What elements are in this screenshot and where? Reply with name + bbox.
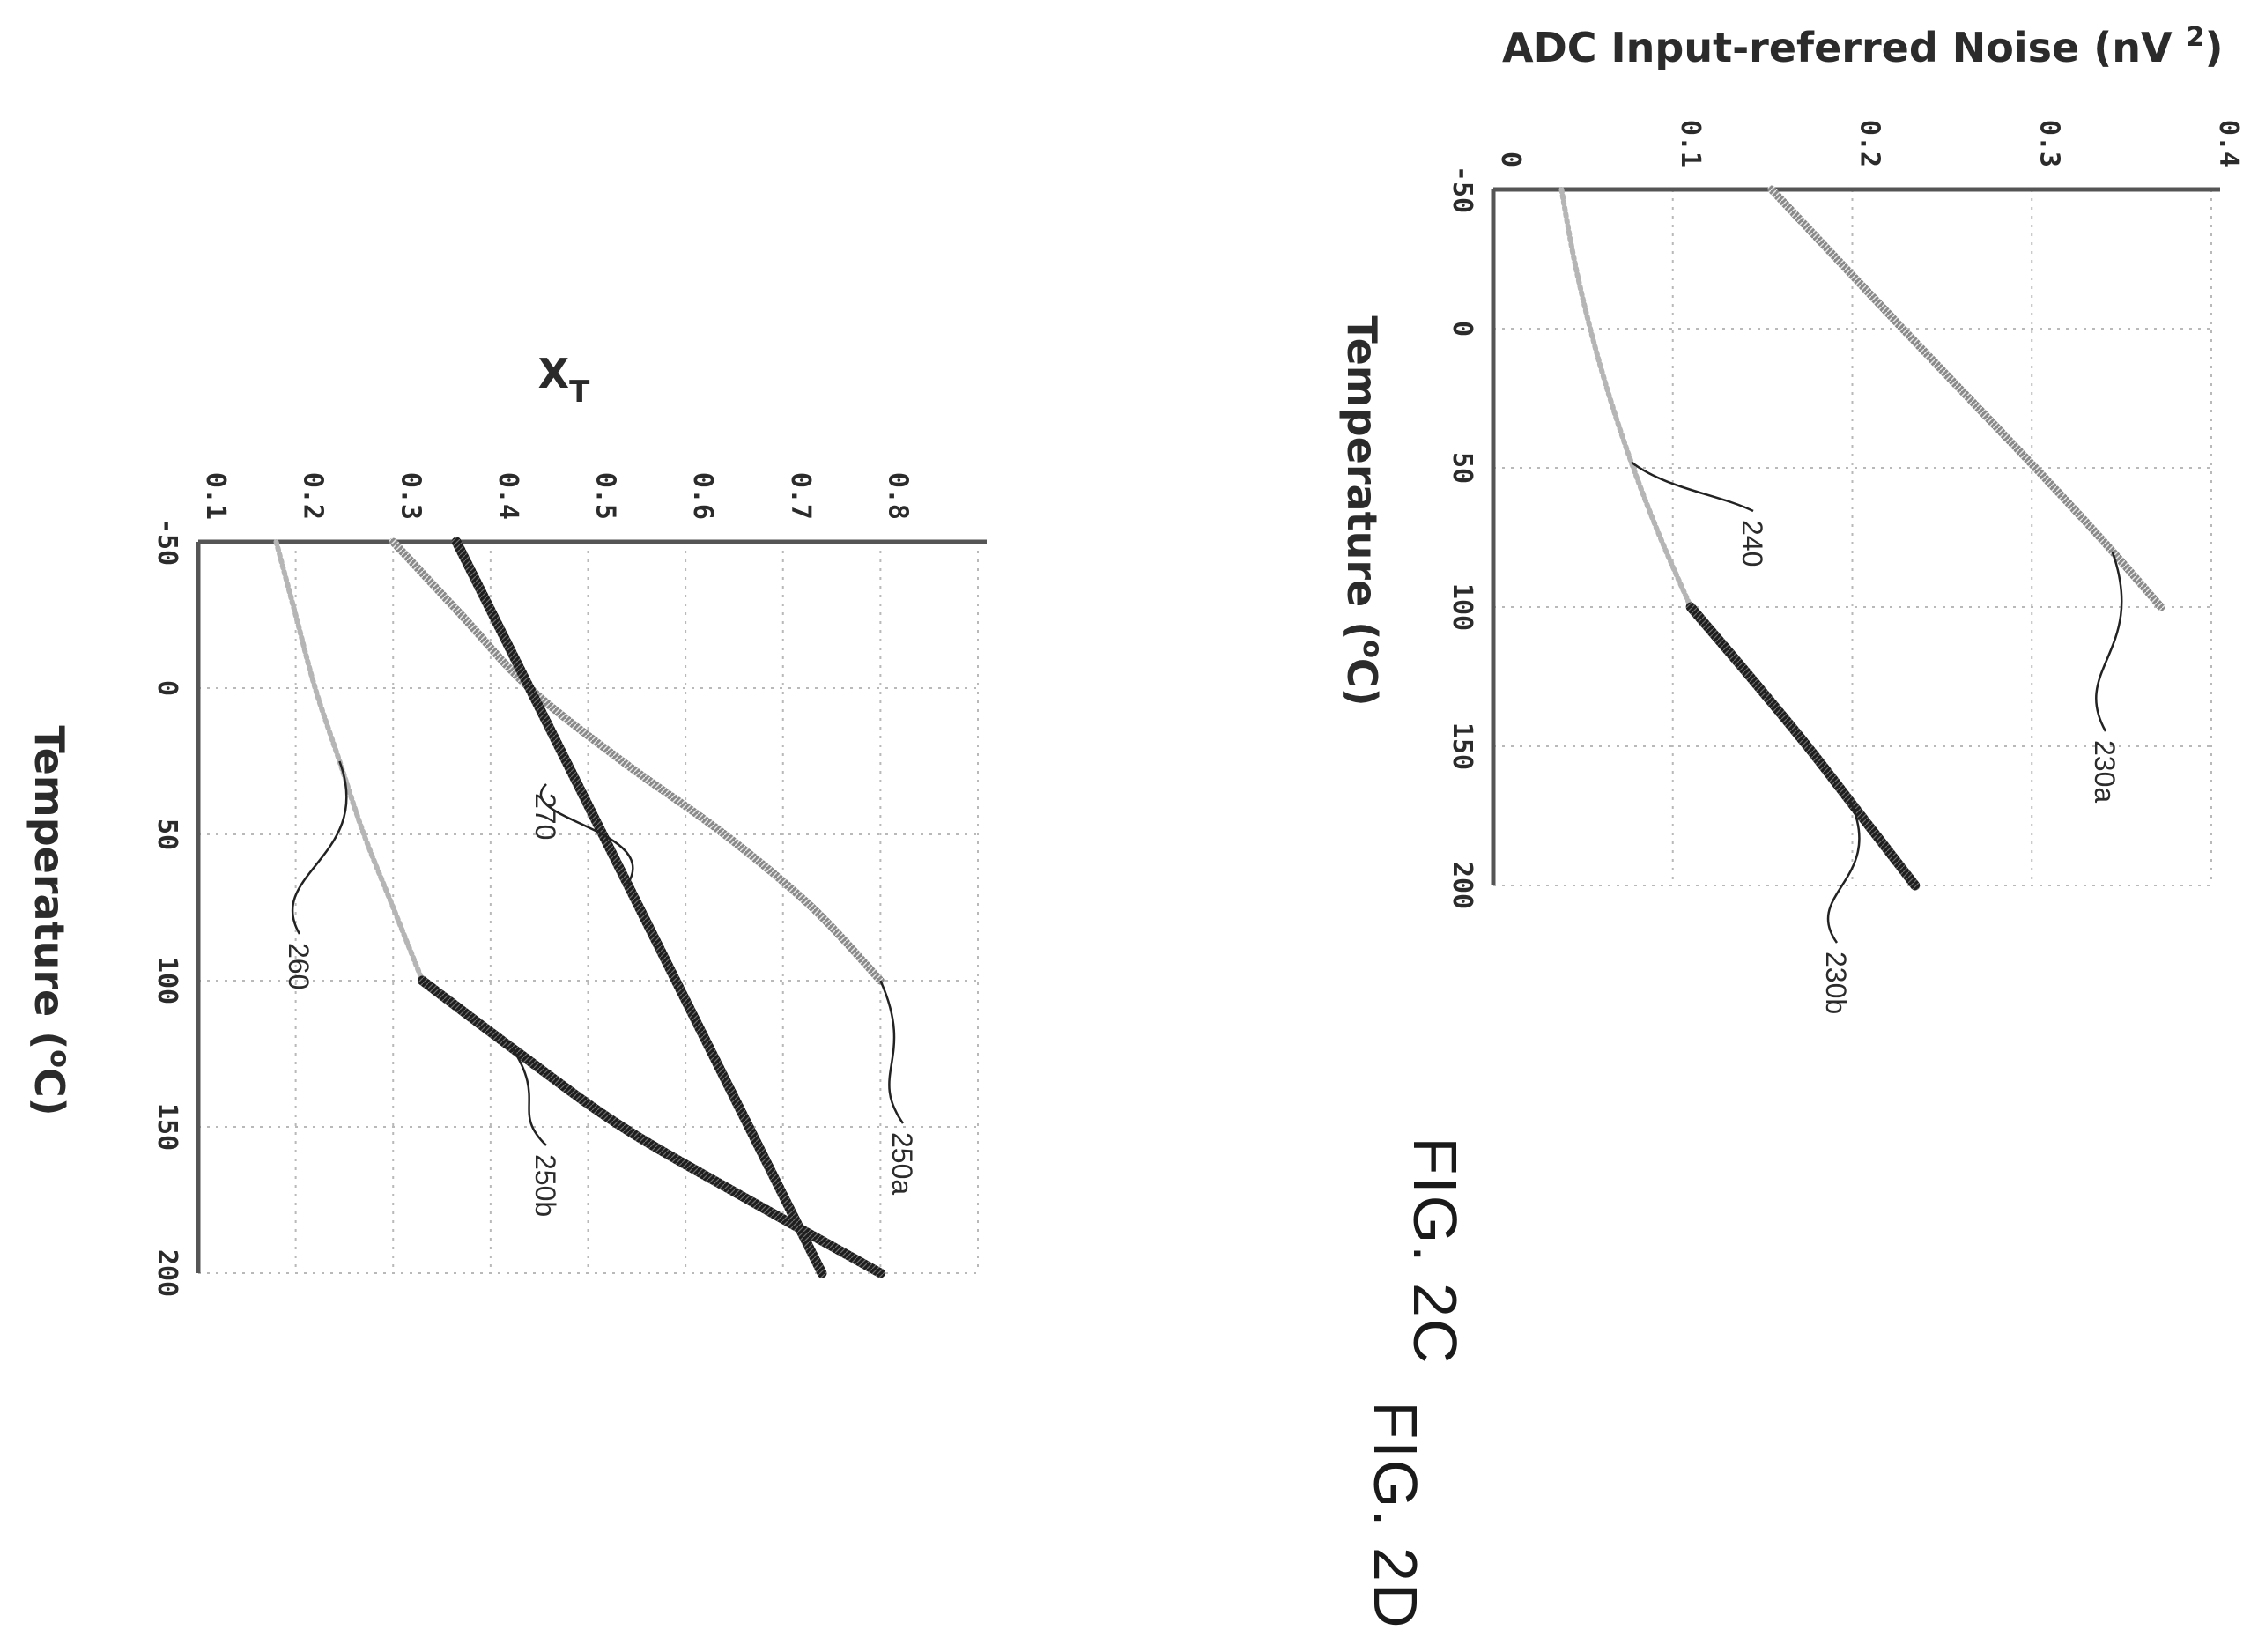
series-line-230a [1767,185,2165,611]
x-tick-label: 100 [152,957,182,1004]
fig-2d-y-axis-title: XT [538,350,590,410]
fig-2c-y-tick-labels: 0 0.1 0.2 0.3 0.4 [1495,120,2244,167]
leader-line-270 [539,783,634,885]
leader-line-230a [2095,551,2123,732]
fig-2c-reference-labels: 230a 240 230b [1736,520,2121,1014]
fig-2d-chart: -50 0 50 100 150 200 0.1 0.2 0.3 0.4 0.5 0.6 0.7 0.8… [26,350,1430,1630]
x-tick-label: 0 [1447,321,1477,337]
leader-line-250b [511,1047,547,1146]
fig-2c-x-tick-labels: -50 0 50 100 150 200 [1447,166,1477,909]
x-tick-label: 200 [1447,862,1477,909]
fig-2c-y-axis-title: ADC Input-referred Noise (nV 2) [1502,22,2224,71]
fig-2d-y-tick-labels: 0.1 0.2 0.3 0.4 0.5 0.6 0.7 0.8 [200,472,913,520]
x-tick-label: 50 [1447,452,1477,484]
fig-2c-figure-label: FIG. 2C [1401,1137,1470,1365]
y-tick-label: 0.2 [298,472,329,520]
y-tick-label: 0.1 [1675,120,1706,167]
leader-line-240 [1631,461,1754,513]
fig-2c-leader-lines [1631,461,2123,944]
y-tick-label: 0.8 [882,472,913,520]
reference-label-240: 240 [1736,520,1768,567]
series-line-270 [451,537,827,1278]
fig-2d-x-tick-labels: -50 0 50 100 150 200 [152,518,182,1297]
leader-line-260 [292,760,348,935]
series-line-250a [389,537,885,985]
fig-2d-leader-lines [292,760,905,1146]
x-tick-label: 150 [1447,722,1477,770]
reference-label-250a: 250a [886,1132,918,1195]
reference-label-250b: 250b [529,1154,561,1217]
x-tick-label: -50 [152,518,182,566]
fig-2d-axes-frame [196,539,987,1273]
fig-2d-figure-label: FIG. 2D [1361,1401,1430,1629]
y-tick-label: 0.3 [395,472,426,520]
fig-2c-x-axis-title: Temperature (oC) [1338,315,1388,706]
y-tick-label: 0.4 [492,472,523,520]
reference-label-260: 260 [283,943,315,989]
reference-label-230b: 230b [1820,952,1852,1014]
series-line-250b [417,975,885,1278]
x-tick-label: -50 [1447,166,1477,213]
reference-label-230a: 230a [2089,740,2121,803]
x-tick-label: 100 [1447,583,1477,631]
leader-line-250a [879,980,905,1124]
y-tick-label: 0.5 [590,472,621,520]
fig-2d-x-axis-title: Temperature (oC) [26,725,75,1115]
x-tick-label: 200 [152,1249,182,1297]
y-tick-label: 0.6 [687,472,718,520]
reference-label-270: 270 [529,793,561,840]
y-tick-label: 0.3 [2033,120,2064,167]
series-line-230b [1685,602,1921,891]
y-tick-label: 0 [1495,152,1526,167]
fig-2c-series-group [1558,185,2165,891]
fig-2d-reference-labels: 250a 270 260 250b [283,793,918,1217]
x-tick-label: 150 [152,1103,182,1151]
y-tick-label: 0.2 [1855,120,1885,167]
y-tick-label: 0.7 [785,472,816,520]
series-line-260 [273,539,426,983]
fig-2c-axes-frame [1491,187,2220,885]
leader-line-230b [1826,801,1861,944]
series-line-240 [1558,187,1694,610]
y-tick-label: 0.4 [2213,120,2244,167]
x-tick-label: 0 [152,680,182,696]
y-tick-label: 0.1 [200,472,231,520]
fig-2d-series-group [273,537,885,1278]
x-tick-label: 50 [152,819,182,850]
fig-2d-grid [197,541,979,1274]
